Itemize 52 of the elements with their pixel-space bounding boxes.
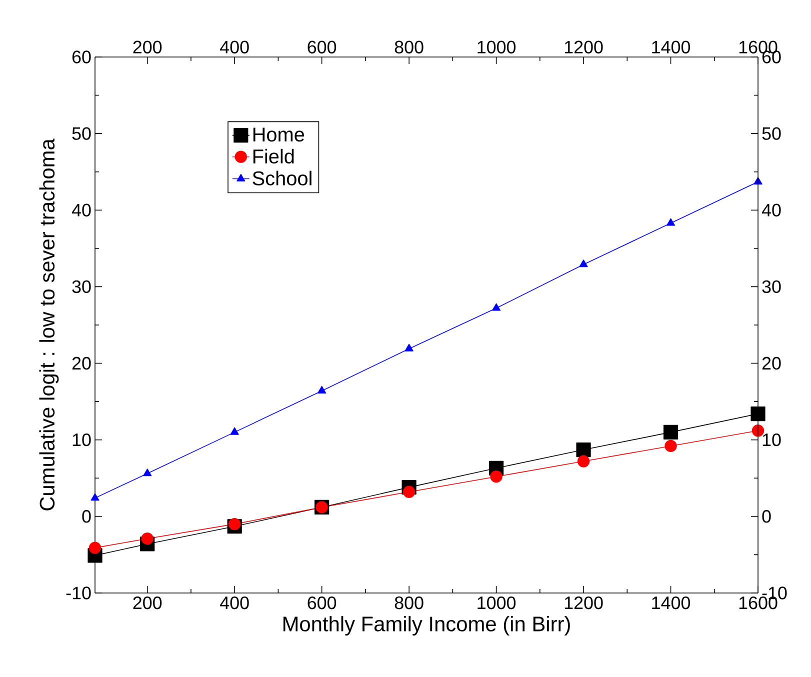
y-tick-label: 0 (82, 510, 91, 523)
legend-label: Home (253, 128, 304, 142)
point (663, 424, 678, 440)
point (402, 486, 416, 498)
y-tick-label: 40 (72, 204, 91, 216)
x-tick-label: 1200 (564, 596, 603, 610)
y2-tick-label: 40 (762, 204, 781, 216)
legend-label: School (252, 170, 312, 186)
x2-tick-label: 600 (308, 40, 336, 54)
point (490, 470, 502, 483)
y2-tick-label: 20 (762, 356, 781, 370)
point (579, 260, 588, 268)
x-axis-title: Monthly Family Income (in Birr) (283, 616, 570, 636)
point (143, 468, 152, 476)
y-tick-label: 10 (72, 433, 91, 446)
point (141, 532, 154, 545)
x2-tick-label: 1200 (564, 40, 603, 54)
x2-tick-label: 200 (133, 40, 162, 54)
y2-tick-label: 0 (762, 510, 771, 523)
point (404, 344, 414, 352)
y-tick-label: 20 (72, 356, 91, 370)
point (318, 386, 326, 394)
point (90, 493, 100, 501)
x2-tick-label: 1400 (652, 40, 690, 54)
x2-tick-label: 400 (220, 40, 249, 54)
y2-tick-label: 10 (762, 433, 781, 446)
point (228, 518, 241, 530)
point (752, 424, 764, 437)
x-tick-label: 600 (308, 596, 336, 610)
x2-tick-label: 1000 (478, 40, 516, 54)
point (492, 303, 501, 311)
x-tick-label: 800 (394, 596, 424, 610)
legend-label: Field (253, 148, 294, 164)
x-tick-label: 200 (133, 596, 162, 610)
point (666, 218, 676, 226)
point (230, 427, 239, 435)
point (576, 442, 591, 458)
x-tick-label: 1400 (652, 596, 690, 610)
y2-tick-label: 50 (762, 127, 781, 140)
x2-tick-label: 800 (394, 40, 424, 54)
y-tick-label: 60 (72, 50, 91, 64)
x-tick-label: 1000 (478, 596, 516, 610)
y2-tick-label: 30 (762, 280, 781, 294)
y-tick-label: 50 (72, 127, 91, 140)
point (664, 440, 677, 452)
point (577, 455, 590, 468)
y-tick-label: -10 (66, 586, 91, 600)
point (88, 542, 102, 554)
x-tick-label: 400 (220, 596, 249, 610)
point (750, 406, 766, 422)
y-tick-label: 30 (72, 280, 91, 294)
y-axis-title: Cumulative logit : low to sever trachoma (39, 138, 59, 510)
